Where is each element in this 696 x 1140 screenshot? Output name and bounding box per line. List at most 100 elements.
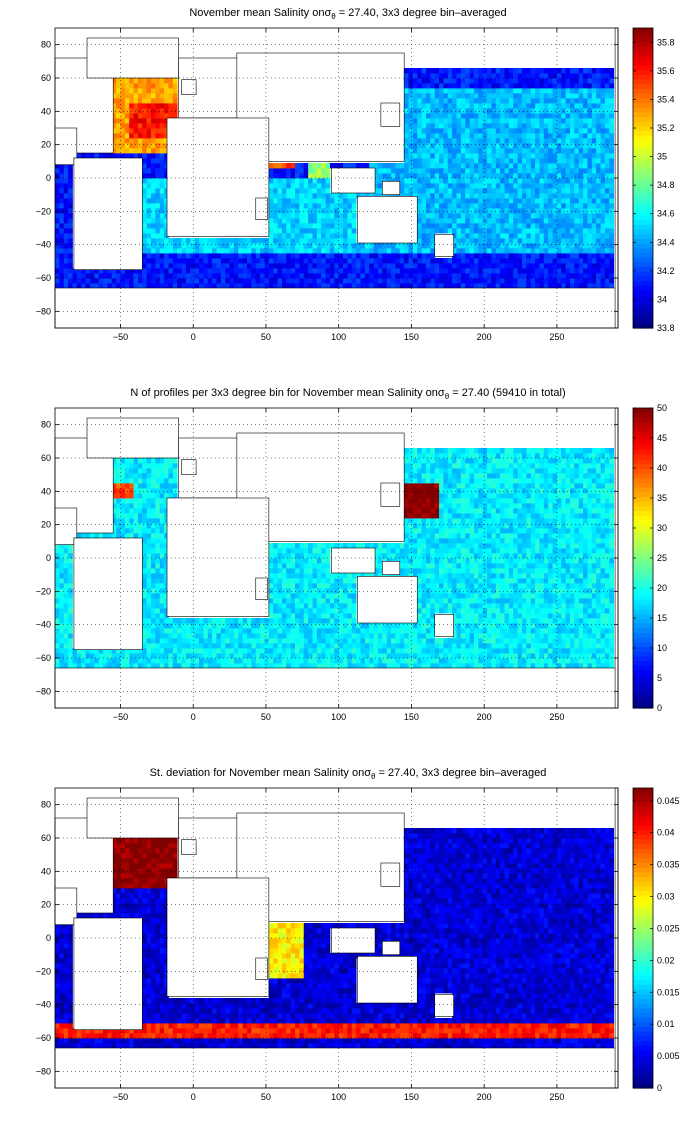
land-mask <box>357 196 418 244</box>
heatmap-cell <box>299 558 305 564</box>
heatmap-cell <box>591 103 597 109</box>
heatmap-cell <box>578 228 584 234</box>
colorbar-segment <box>633 46 653 53</box>
heatmap-cell <box>316 608 322 614</box>
heatmap-cell <box>281 193 287 199</box>
heatmap-cell <box>369 193 374 199</box>
heatmap-cell <box>421 93 427 99</box>
heatmap-cell <box>59 248 65 254</box>
heatmap-cell <box>299 173 305 179</box>
heatmap-cell <box>151 478 156 484</box>
heatmap-cell <box>268 583 274 589</box>
heatmap-cell <box>452 123 457 129</box>
heatmap-cell <box>159 188 165 194</box>
heatmap-cell <box>55 238 60 244</box>
heatmap-cell <box>425 133 431 139</box>
heatmap-cell <box>321 588 326 594</box>
heatmap-cell <box>417 113 423 119</box>
heatmap-cell <box>212 638 217 644</box>
heatmap-cell <box>68 168 73 174</box>
heatmap-cell <box>343 638 348 644</box>
heatmap-cell <box>229 648 235 654</box>
heatmap-cell <box>129 83 134 89</box>
heatmap-cell <box>146 183 152 189</box>
heatmap-cell <box>447 213 453 219</box>
heatmap-cell <box>59 608 65 614</box>
heatmap-cell <box>408 258 414 264</box>
heatmap-cell <box>491 73 497 79</box>
heatmap-cell <box>517 153 523 159</box>
heatmap-cell <box>347 648 353 654</box>
heatmap-cell <box>508 233 514 239</box>
coastline-outline <box>54 27 619 329</box>
heatmap-cell <box>552 158 558 164</box>
heatmap-cell <box>491 223 497 229</box>
heatmap-cell <box>561 138 567 144</box>
heatmap-cell <box>273 553 278 559</box>
heatmap-cell <box>404 283 409 289</box>
heatmap-cell <box>329 573 335 579</box>
heatmap-cell <box>508 168 514 174</box>
colorbar-segment <box>633 42 653 48</box>
heatmap-cell <box>299 603 305 609</box>
heatmap-cell <box>434 203 440 209</box>
heatmap-cell <box>124 113 130 119</box>
heatmap-cell <box>312 273 318 279</box>
heatmap-cell <box>338 203 344 209</box>
heatmap-cell <box>295 663 300 669</box>
heatmap-cell <box>273 233 278 239</box>
heatmap-cell <box>377 658 383 664</box>
heatmap-cell <box>561 193 567 199</box>
heatmap-cell <box>146 623 152 629</box>
heatmap-cell <box>172 83 178 89</box>
heatmap-cell <box>286 588 292 594</box>
heatmap-cell <box>478 118 484 124</box>
heatmap-cell <box>556 193 562 199</box>
heatmap-cell <box>552 78 558 84</box>
heatmap-cell <box>260 643 265 649</box>
heatmap-cell <box>277 273 283 279</box>
heatmap-cell <box>404 68 409 74</box>
heatmap-cell <box>556 123 562 129</box>
heatmap-cell <box>425 278 431 284</box>
heatmap-cell <box>286 638 292 644</box>
heatmap-cell <box>316 663 322 669</box>
heatmap-cell <box>504 108 510 114</box>
heatmap-cell <box>526 268 532 274</box>
heatmap-cell <box>412 258 418 264</box>
heatmap-cell <box>543 283 549 289</box>
heatmap-cell <box>596 283 601 289</box>
heatmap-cell <box>159 598 165 604</box>
heatmap-cell <box>290 253 296 259</box>
heatmap-cell <box>535 233 540 239</box>
heatmap-cell <box>465 118 471 124</box>
heatmap-cell <box>142 468 148 474</box>
heatmap-cell <box>225 663 230 669</box>
heatmap-cell <box>482 238 488 244</box>
heatmap-cell <box>151 503 156 509</box>
heatmap-cell <box>369 623 374 629</box>
heatmap-cell <box>569 223 575 229</box>
heatmap-cell <box>290 238 296 244</box>
heatmap-cell <box>561 243 567 249</box>
heatmap-cell <box>312 173 318 179</box>
heatmap-cell <box>168 108 174 114</box>
heatmap-cell <box>242 643 248 649</box>
heatmap-cell <box>111 98 117 104</box>
heatmap-cell <box>312 608 318 614</box>
heatmap-cell <box>203 273 209 279</box>
heatmap-cell <box>521 83 527 89</box>
heatmap-cell <box>460 148 466 154</box>
heatmap-cell <box>316 183 322 189</box>
heatmap-cell <box>404 183 409 189</box>
heatmap-cell <box>334 218 340 224</box>
heatmap-cell <box>526 93 532 99</box>
heatmap-cell <box>517 68 523 74</box>
heatmap-cell <box>364 268 370 274</box>
heatmap-cell <box>290 263 296 269</box>
heatmap-cell <box>600 258 606 264</box>
heatmap-cell <box>137 493 143 499</box>
heatmap-cell <box>273 258 278 264</box>
heatmap-cell <box>587 88 593 94</box>
heatmap-cell <box>343 658 348 664</box>
